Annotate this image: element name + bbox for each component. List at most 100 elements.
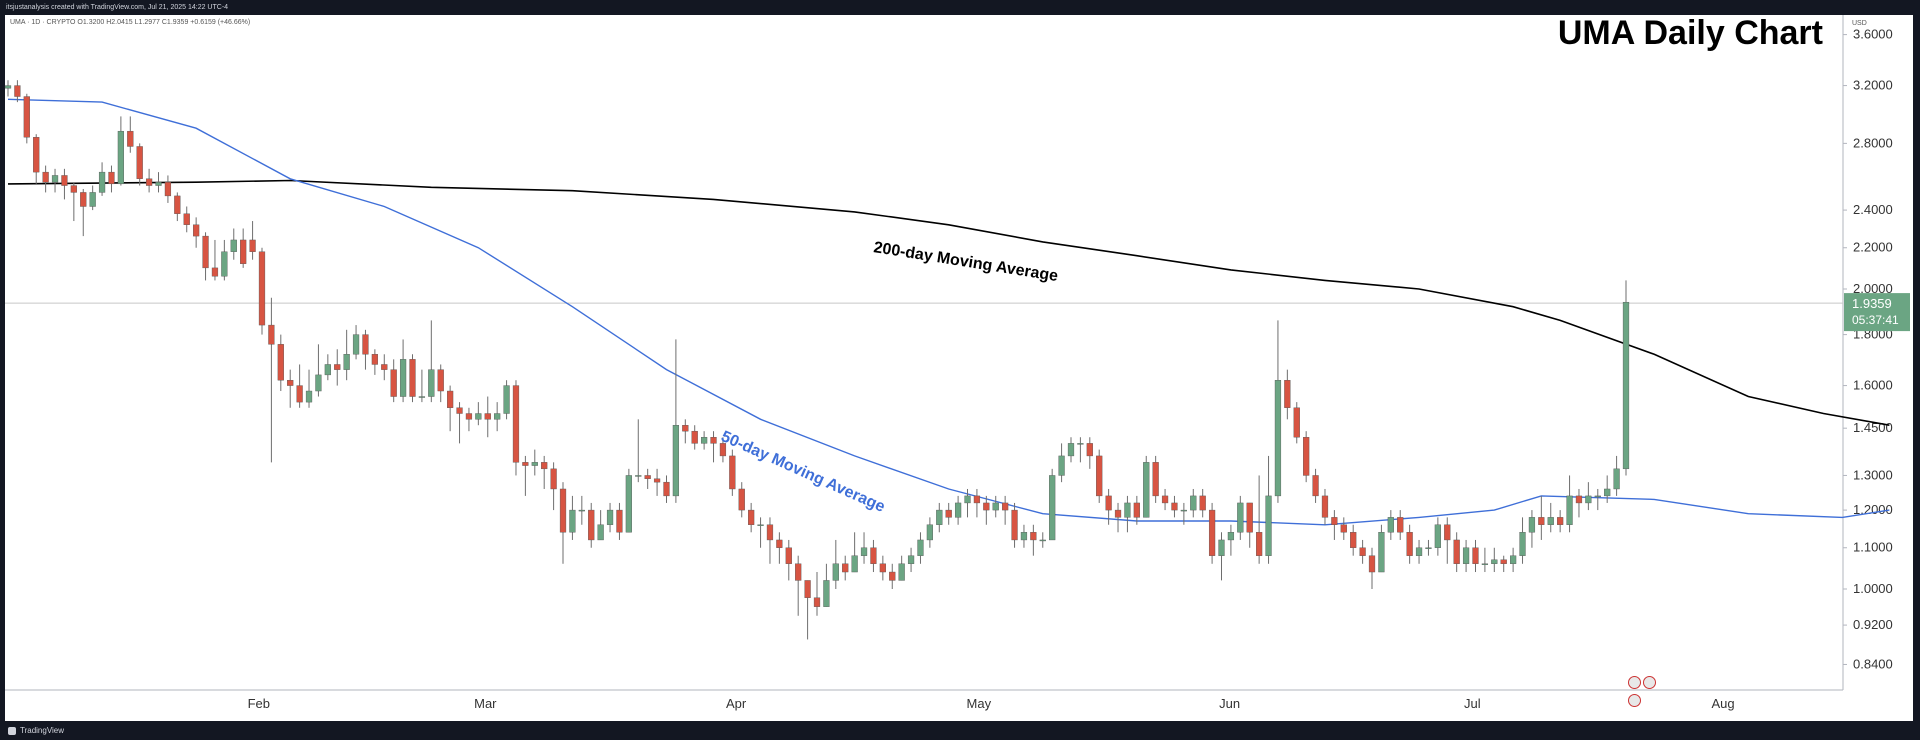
candle-body [352,334,360,355]
candle-body [1265,495,1272,556]
candle-body [1124,502,1131,518]
candle-body [4,85,12,89]
candle-body [719,443,727,457]
candle-body [1312,475,1319,497]
candle-body [484,413,491,420]
candle-body [221,251,228,277]
candle-body [296,385,303,403]
candle-body [1256,532,1263,556]
currency-label: USD [1852,20,1867,27]
candle-body [174,195,181,214]
price-tick-label: 1.2000 [1853,502,1893,517]
candle-body [1331,517,1338,525]
candle-body [1594,495,1601,498]
candle-body [1585,495,1592,504]
ma200-line [7,179,1890,426]
candle-body [1510,555,1517,564]
candle-body [465,413,473,420]
candle-body [1481,563,1489,565]
candle-body [672,425,680,497]
candle-body [973,495,981,504]
candle-body [315,374,322,392]
candle-body [1387,517,1394,533]
candle-body [1143,462,1150,518]
candle-body [954,502,962,518]
candle-body [1049,475,1056,541]
candle-body [1227,532,1235,541]
candle-body [597,524,604,541]
ohlc-legend: UMA · 1D · CRYPTO O1.3200 H2.0415 L1.297… [10,19,251,26]
candle-body [202,235,209,269]
candle-body [785,547,792,564]
candle-body [729,455,736,490]
candle-body [428,369,435,397]
candle-body [155,181,162,186]
us-flag-icon[interactable] [1643,676,1656,689]
candle-body [447,390,454,408]
candle-body [1152,462,1159,497]
candle-body [1237,502,1244,533]
candle-body [1472,547,1479,564]
candle-body [70,185,77,193]
candle-body [1462,547,1470,564]
us-flag-icon[interactable] [1628,676,1641,689]
us-flag-icon[interactable] [1628,694,1641,707]
candle-body [531,462,538,466]
candle-body [89,192,96,207]
candle-body [823,580,830,607]
candle-body [14,85,21,97]
candle-body [851,555,858,573]
candle-body [606,509,614,525]
time-tick-label: Apr [726,696,747,711]
candle-body [766,524,774,541]
candle-body [1350,532,1357,548]
candle-body [371,354,378,365]
candle-body [898,563,905,581]
price-tick-label: 1.0000 [1853,581,1893,596]
candle-body [409,359,416,397]
candle-body [945,509,952,518]
candle-body [23,96,30,138]
event-flags[interactable] [1628,676,1668,707]
candle-body [61,175,68,186]
candle-body [804,580,811,598]
candle-body [1161,495,1169,504]
candle-body [1528,517,1536,533]
candle-body [616,509,623,533]
price-tick-label: 3.6000 [1853,27,1893,42]
candle-body [1444,524,1451,541]
candle-body [832,563,839,581]
left-border [0,15,5,721]
candle-body [1058,455,1065,476]
candle-body [917,539,924,556]
candle-body [1622,301,1630,470]
candle-body [381,364,388,370]
candle-body [813,597,821,607]
candle-body [305,390,313,403]
candle-body [334,364,341,370]
candle-body [1340,524,1347,533]
candle-body [1096,455,1103,497]
candle-body [42,171,49,183]
candle-body [183,213,190,225]
price-tick-label: 0.9200 [1853,617,1893,632]
price-tick-label: 3.2000 [1853,78,1893,93]
candle-body [80,192,87,207]
candle-body [1246,502,1253,533]
candle-body [258,251,266,326]
candle-body [635,475,642,477]
candle-body [879,563,886,573]
candle-body [1039,539,1046,542]
candle-body [249,239,256,252]
candle-body [1105,495,1112,511]
candle-body [1086,443,1093,457]
candle-body [108,171,115,185]
price-tick-label: 2.0000 [1853,281,1893,296]
candle-body [475,413,482,420]
candle-body [51,175,59,183]
candle-body [1547,517,1554,525]
candle-body [757,524,764,526]
candle-body [1359,547,1366,556]
candle-body [193,224,200,237]
